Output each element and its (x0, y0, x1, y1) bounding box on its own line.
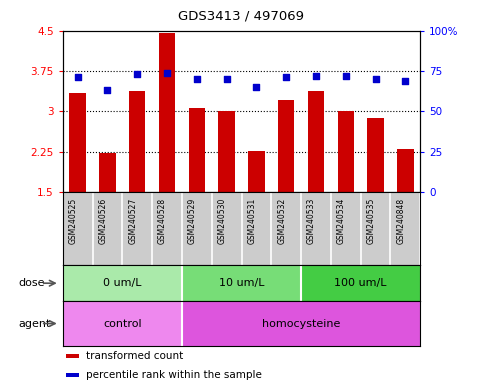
Text: control: control (103, 318, 142, 329)
FancyBboxPatch shape (66, 354, 79, 358)
Text: agent: agent (19, 318, 51, 329)
Bar (338, 111, 354, 192)
Point (372, 76, 380, 82)
Point (193, 76, 201, 82)
Text: GSM240848: GSM240848 (397, 198, 405, 244)
Point (74, 74, 82, 81)
Point (401, 78, 409, 84)
Point (253, 84, 260, 90)
Bar (159, 33, 175, 192)
Point (223, 76, 230, 82)
Bar (278, 99, 294, 192)
Text: GSM240526: GSM240526 (99, 198, 108, 244)
Bar (70, 93, 86, 192)
Text: transformed count: transformed count (86, 351, 183, 361)
Bar (368, 118, 384, 192)
Text: dose: dose (19, 278, 45, 288)
Text: GSM240529: GSM240529 (188, 198, 197, 244)
Text: GSM240534: GSM240534 (337, 198, 346, 244)
Text: 10 um/L: 10 um/L (219, 278, 264, 288)
Bar (248, 151, 265, 192)
FancyBboxPatch shape (66, 373, 79, 377)
Point (163, 70, 171, 76)
Text: GSM240527: GSM240527 (128, 198, 137, 244)
Text: GSM240531: GSM240531 (247, 198, 256, 244)
Point (282, 74, 290, 81)
Text: GSM240525: GSM240525 (69, 198, 78, 244)
Text: GSM240528: GSM240528 (158, 198, 167, 244)
Text: GSM240533: GSM240533 (307, 198, 316, 244)
Text: homocysteine: homocysteine (262, 318, 340, 329)
Text: GSM240530: GSM240530 (218, 198, 227, 244)
Text: percentile rank within the sample: percentile rank within the sample (86, 370, 262, 380)
Bar (308, 91, 324, 192)
Bar (189, 108, 205, 192)
Text: 100 um/L: 100 um/L (334, 278, 387, 288)
Bar (218, 111, 235, 192)
Point (312, 73, 320, 79)
Bar (99, 153, 115, 192)
Text: 0 um/L: 0 um/L (103, 278, 142, 288)
Point (133, 71, 141, 77)
Point (342, 73, 350, 79)
Text: GSM240535: GSM240535 (367, 198, 376, 244)
Text: GSM240532: GSM240532 (277, 198, 286, 244)
Bar (129, 91, 145, 192)
Text: GDS3413 / 497069: GDS3413 / 497069 (179, 10, 304, 23)
Bar (397, 149, 413, 192)
Point (104, 87, 112, 93)
